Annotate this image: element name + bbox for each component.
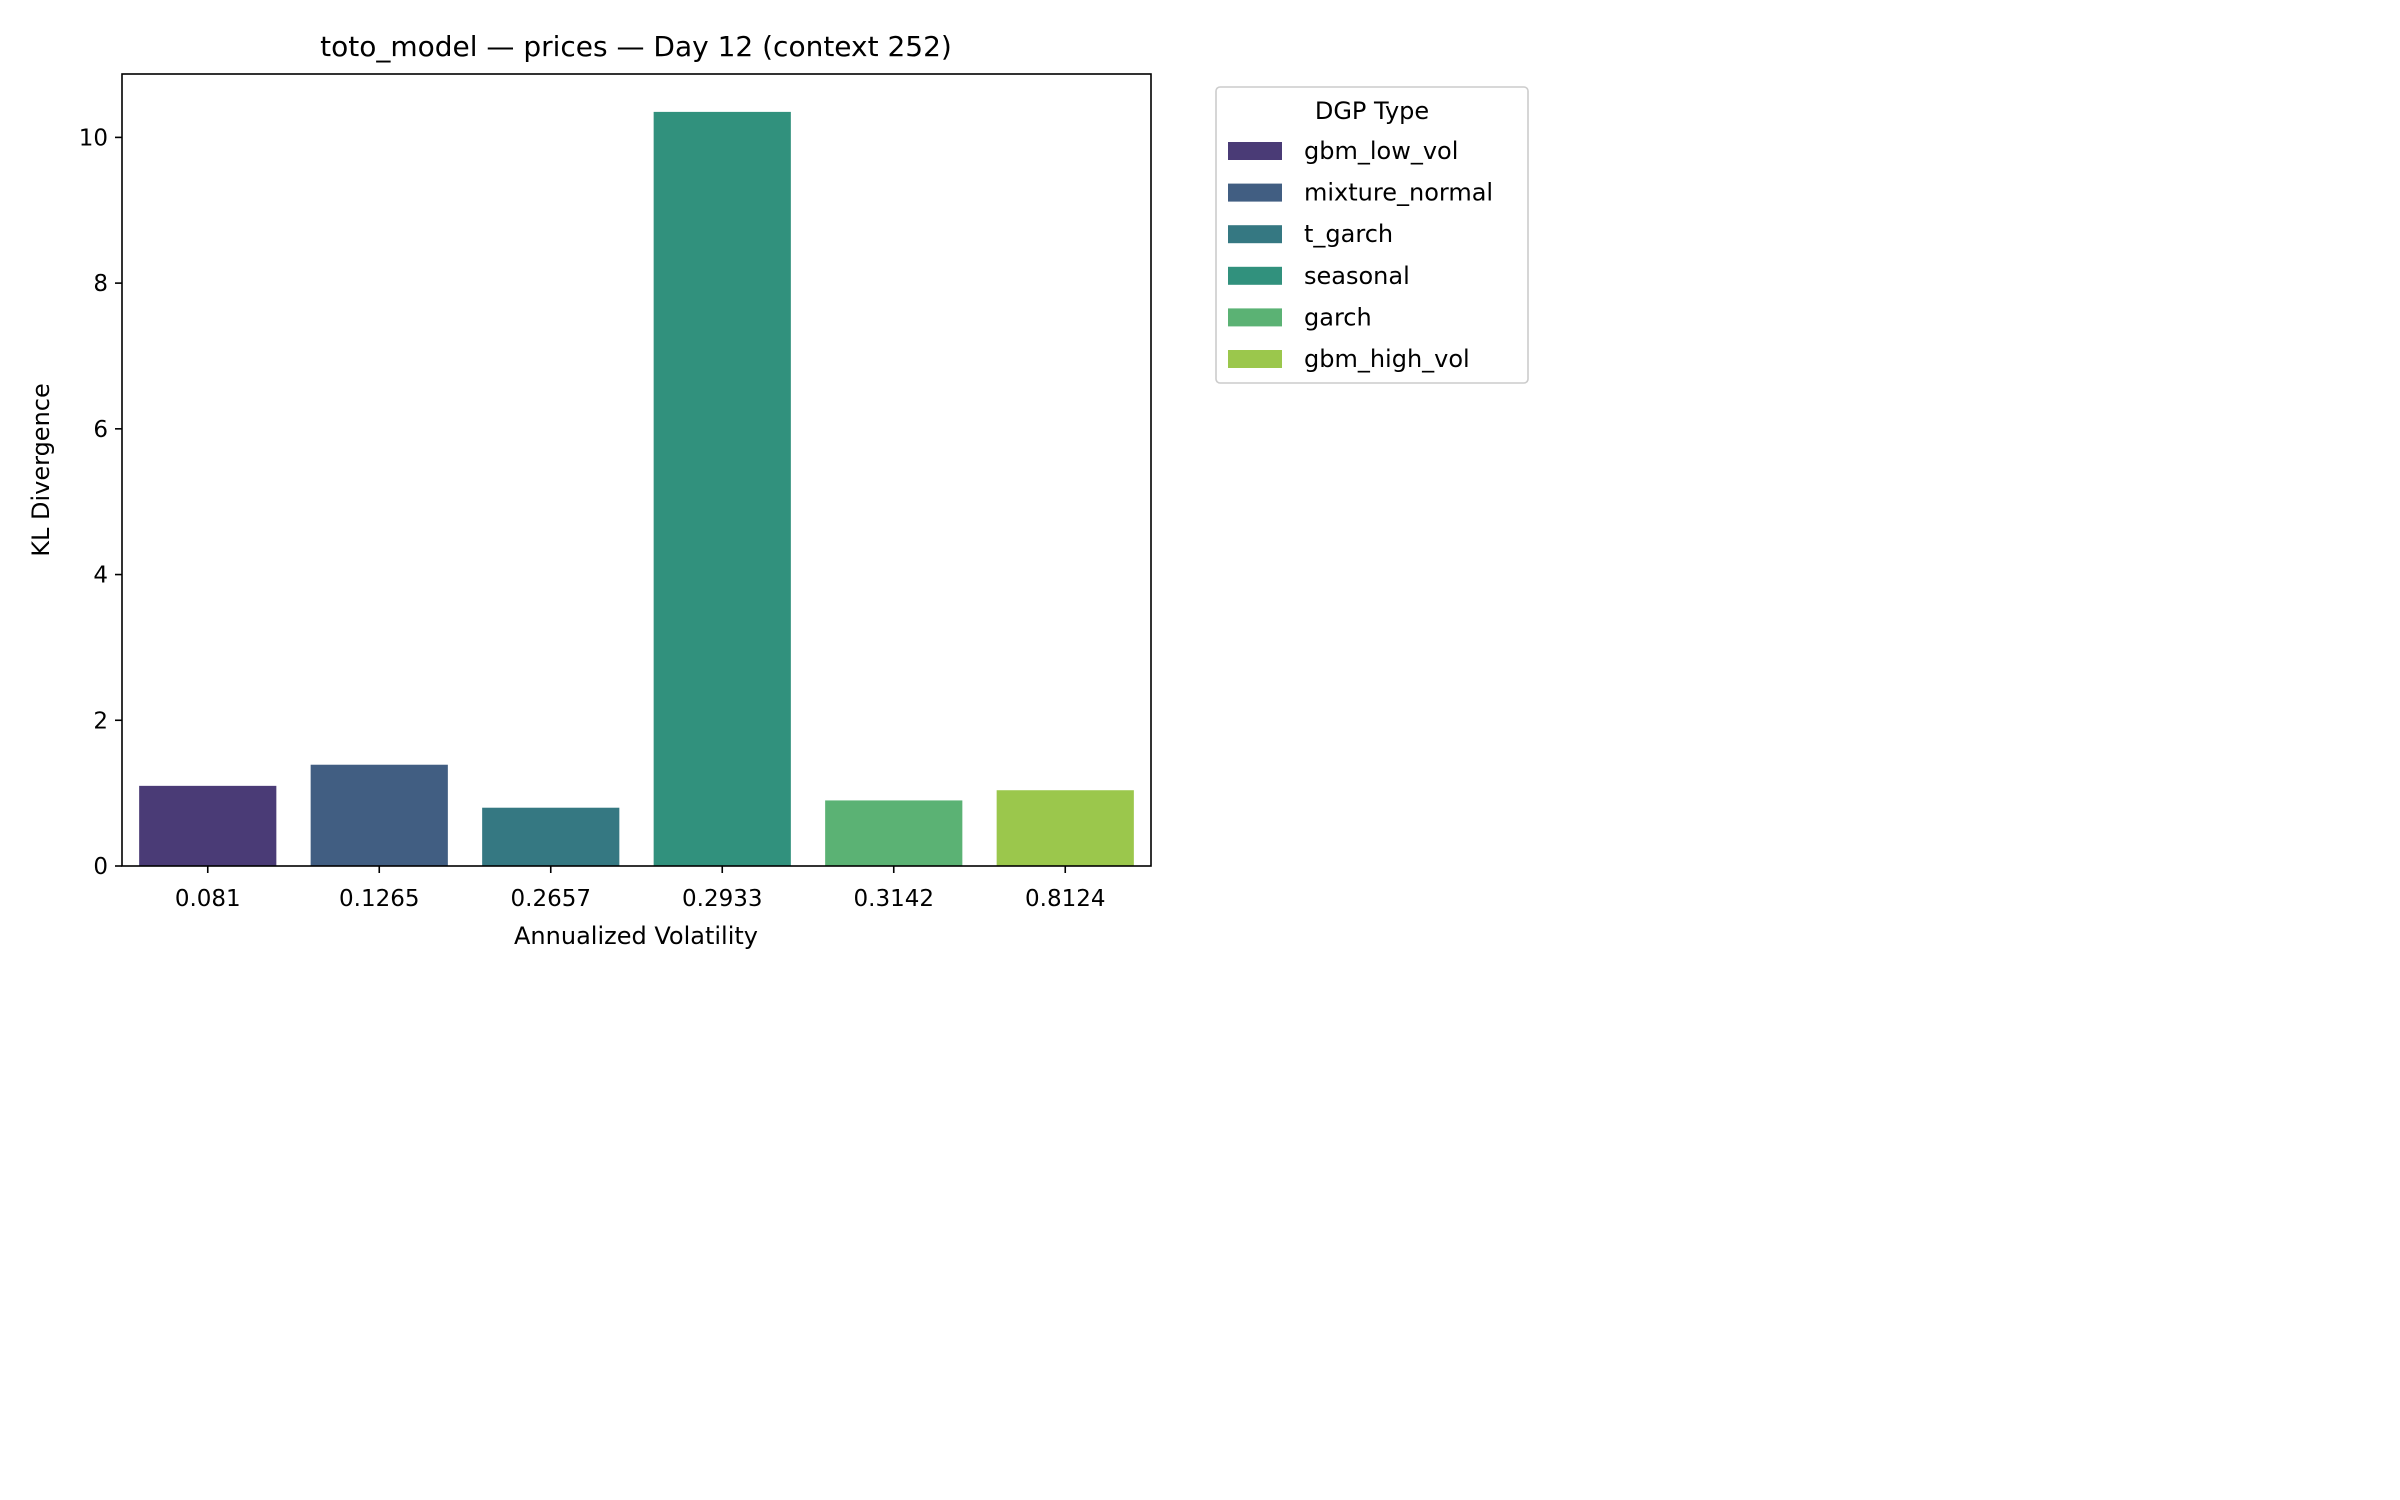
legend-swatch — [1228, 142, 1282, 160]
bar-seasonal — [653, 111, 791, 867]
legend-swatch — [1228, 308, 1282, 327]
chart-title: toto_model — prices — Day 12 (context 25… — [320, 30, 952, 63]
y-tick-label: 8 — [93, 271, 108, 297]
bar-gbm-low-vol — [139, 785, 277, 866]
legend-item-gbm-low-vol: gbm_low_vol — [1228, 137, 1458, 165]
bar-gbm-high-vol — [996, 790, 1134, 866]
legend-item-seasonal: seasonal — [1228, 262, 1410, 290]
chart: toto_model — prices — Day 12 (context 25… — [27, 30, 1529, 950]
x-tick-label: 0.1265 — [339, 886, 419, 912]
legend-box — [1215, 86, 1529, 384]
x-axis: 0.081 0.1265 0.2657 0.2933 0.3142 0.8124 — [175, 866, 1105, 912]
y-tick-label: 2 — [93, 708, 108, 734]
legend-swatch — [1228, 350, 1282, 368]
y-tick-label: 10 — [79, 125, 108, 151]
plot-frame — [121, 73, 1152, 867]
legend: DGP Type gbm_low_vol mixture_normal t_garc… — [1215, 86, 1529, 384]
legend-swatch — [1228, 266, 1282, 285]
legend-item-t-garch: t_garch — [1228, 220, 1393, 248]
bar-mixture-normal — [310, 764, 448, 866]
legend-label: t_garch — [1304, 220, 1393, 248]
x-tick-label: 0.8124 — [1025, 886, 1105, 912]
legend-title: DGP Type — [1315, 97, 1429, 125]
legend-swatch — [1228, 225, 1282, 244]
y-tick-label: 4 — [93, 563, 108, 589]
x-axis-label: Annualized Volatility — [514, 922, 758, 950]
legend-item-gbm-high-vol: gbm_high_vol — [1228, 345, 1470, 373]
bar-garch — [825, 800, 963, 866]
legend-swatch — [1228, 183, 1282, 202]
y-tick-label: 6 — [93, 417, 108, 443]
legend-label: garch — [1304, 303, 1372, 331]
x-tick-label: 0.3142 — [854, 886, 934, 912]
legend-item-mixture-normal: mixture_normal — [1228, 179, 1493, 207]
y-axis: 0 2 4 6 8 10 — [79, 125, 122, 880]
legend-items: gbm_low_vol mixture_normal t_garch seasonal… — [1228, 137, 1493, 373]
legend-label: seasonal — [1304, 262, 1410, 290]
legend-label: mixture_normal — [1304, 179, 1493, 207]
y-axis-label: KL Divergence — [27, 383, 55, 556]
x-tick-label: 0.2933 — [682, 886, 762, 912]
x-tick-label: 0.081 — [175, 886, 241, 912]
bar-t-garch — [482, 807, 620, 866]
x-tick-label: 0.2657 — [511, 886, 591, 912]
legend-label: gbm_low_vol — [1304, 137, 1458, 165]
bars — [139, 111, 1134, 867]
y-tick-label: 0 — [93, 854, 108, 880]
legend-label: gbm_high_vol — [1304, 345, 1470, 373]
legend-item-garch: garch — [1228, 303, 1372, 331]
plot-area: 0 2 4 6 8 10 0.081 0.1265 0.2657 0.2933 0.3142 0.8… — [79, 73, 1152, 912]
